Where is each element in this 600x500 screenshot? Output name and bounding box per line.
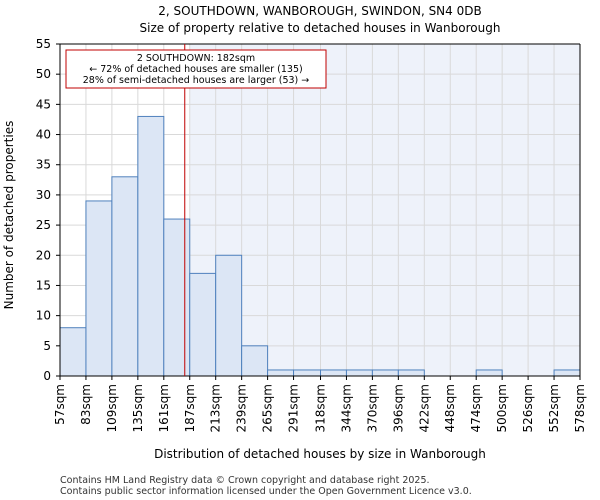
y-tick-label: 55	[36, 37, 51, 51]
x-tick-label: 187sqm	[183, 384, 197, 432]
x-tick-label: 526sqm	[521, 384, 535, 432]
annotation-box	[65, 49, 327, 89]
histogram-bar	[163, 218, 191, 377]
footer-line-2: Contains public sector information licen…	[60, 486, 472, 497]
bars	[59, 115, 581, 377]
x-tick-label: 396sqm	[391, 384, 405, 432]
y-tick-label: 45	[36, 97, 51, 111]
y-tick-label: 10	[36, 309, 51, 323]
x-tick-label: 83sqm	[79, 384, 93, 425]
chart-subtitle: Size of property relative to detached ho…	[140, 21, 501, 35]
histogram-bar	[397, 369, 425, 377]
footer-line-1: Contains HM Land Registry data © Crown c…	[60, 475, 430, 486]
x-tick-label: 239sqm	[235, 384, 249, 432]
histogram-bar	[371, 369, 399, 377]
x-axis-label: Distribution of detached houses by size …	[154, 447, 486, 461]
y-tick-label: 0	[43, 369, 51, 383]
x-tick-label: 578sqm	[573, 384, 587, 432]
x-tick-label: 500sqm	[495, 384, 509, 432]
x-axis-ticks: 57sqm 83sqm 109sqm 135sqm 161sqm 187sqm 213sqm…	[53, 376, 587, 432]
x-tick-label: 422sqm	[417, 384, 431, 432]
y-tick-label: 30	[36, 188, 51, 202]
x-tick-label: 318sqm	[313, 384, 327, 432]
y-tick-label: 40	[36, 128, 51, 142]
x-tick-label: 161sqm	[157, 384, 171, 432]
annotation-line-1: 2 SOUTHDOWN: 182sqm	[137, 53, 255, 64]
x-tick-label: 213sqm	[209, 384, 223, 432]
histogram-bar	[267, 369, 295, 377]
x-tick-label: 135sqm	[131, 384, 145, 432]
chart-title: 2, SOUTHDOWN, WANBOROUGH, SWINDON, SN4 0…	[158, 4, 481, 18]
plot-area-highlight	[189, 44, 580, 376]
x-tick-label: 57sqm	[53, 384, 67, 425]
histogram-bar	[111, 176, 139, 377]
histogram-bar	[137, 115, 165, 377]
y-axis-ticks: 0 5 10 15 20 25 30 35 40 45 50 55	[36, 37, 60, 383]
annotation-line-2: ← 72% of detached houses are smaller (13…	[89, 64, 302, 75]
histogram-bar	[345, 369, 373, 377]
x-tick-label: 552sqm	[547, 384, 561, 432]
x-tick-label: 344sqm	[339, 384, 353, 432]
histogram-bar	[553, 369, 581, 377]
histogram-bar	[85, 200, 113, 377]
x-tick-label: 448sqm	[443, 384, 457, 432]
x-tick-label: 370sqm	[365, 384, 379, 432]
histogram-bar	[293, 369, 321, 377]
histogram-bar	[215, 254, 243, 377]
y-axis-label: Number of detached properties	[2, 121, 16, 310]
y-tick-label: 15	[36, 278, 51, 292]
x-tick-label: 291sqm	[287, 384, 301, 432]
histogram-bar	[59, 327, 87, 377]
y-tick-label: 5	[43, 339, 51, 353]
y-tick-label: 25	[36, 218, 51, 232]
x-tick-label: 265sqm	[261, 384, 275, 432]
x-tick-label: 474sqm	[469, 384, 483, 432]
histogram-bar	[475, 369, 503, 377]
y-tick-label: 20	[36, 248, 51, 262]
annotation-line-3: 28% of semi-detached houses are larger (…	[83, 75, 310, 86]
y-tick-label: 50	[36, 67, 51, 81]
y-tick-label: 35	[36, 158, 51, 172]
histogram-bar	[319, 369, 347, 377]
histogram-bar	[189, 272, 217, 377]
histogram-bar	[241, 345, 269, 377]
x-tick-label: 109sqm	[105, 384, 119, 432]
